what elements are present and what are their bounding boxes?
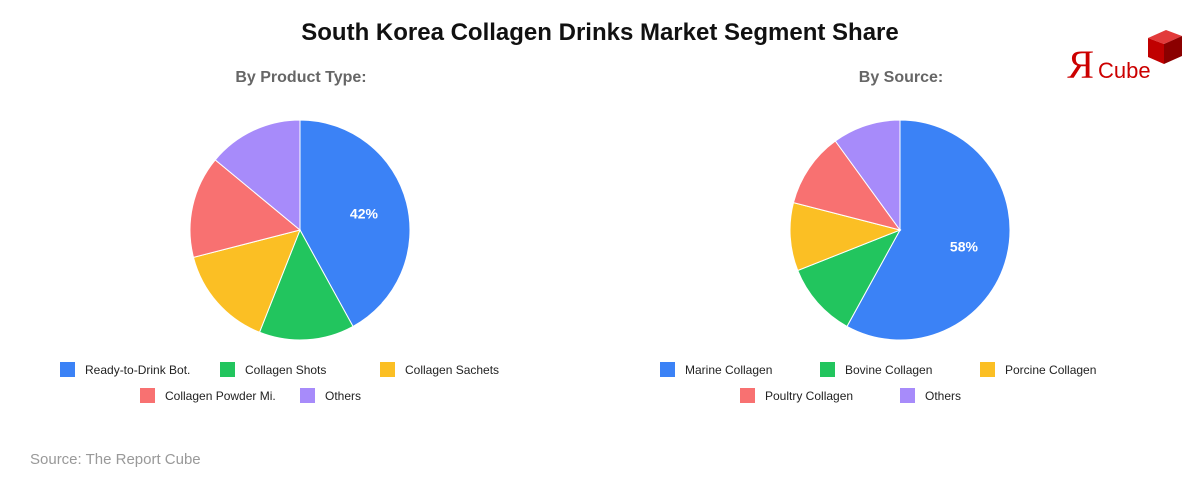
svg-text:R: R (1067, 42, 1094, 86)
legend-swatch (140, 388, 155, 403)
legend-item[interactable]: Others (900, 388, 961, 403)
legend-label: Others (325, 388, 362, 403)
source-note: Source: The Report Cube (30, 451, 201, 468)
legend-label: Poultry Collagen (765, 388, 854, 403)
rcube-logo: R Cube (1062, 26, 1187, 87)
pie-slice-collagen-powder-mi- (189, 159, 302, 258)
legend-swatch (660, 362, 675, 377)
legend-label: Bovine Collagen (845, 362, 933, 377)
legend-label: Collagen Shots (245, 362, 327, 377)
pie-title-source: By Source: (858, 69, 944, 86)
legend-item[interactable]: Bovine Collagen (820, 362, 932, 377)
pie-slice-collagen-sachets (192, 229, 301, 333)
legend-item[interactable]: Collagen Shots (220, 362, 326, 377)
legend-swatch (900, 388, 915, 403)
pie-slice-poultry-collagen (792, 140, 902, 231)
legend-swatch (380, 362, 395, 377)
legend-label: Porcine Collagen (1005, 362, 1097, 377)
svg-text:Cube: Cube (1098, 58, 1151, 83)
data-label: 42% (350, 206, 379, 222)
pie-slice-collagen-shots (258, 228, 354, 341)
legend-item[interactable]: Marine Collagen (660, 362, 772, 377)
legend-swatch (980, 362, 995, 377)
legend-item[interactable]: Ready-to-Drink Bot. (60, 362, 190, 377)
data-label: 58% (950, 238, 979, 254)
legend-item[interactable]: Porcine Collagen (980, 362, 1096, 377)
legend-item[interactable]: Collagen Sachets (380, 362, 499, 377)
legend-label: Collagen Powder Mi. (165, 388, 276, 403)
legend-label: Ready-to-Drink Bot. (85, 362, 191, 377)
legend-label: Marine Collagen (685, 362, 773, 377)
legend-item[interactable]: Collagen Powder Mi. (140, 388, 276, 403)
pie-title-product-type: By Product Type: (235, 69, 367, 86)
pie-slice-others (214, 119, 301, 232)
legend-swatch (220, 362, 235, 377)
legend-label: Others (925, 388, 962, 403)
pie-slice-marine-collagen (846, 119, 1011, 341)
pie-slice-bovine-collagen (797, 229, 902, 328)
pie-slice-others (834, 119, 901, 232)
legend-swatch (820, 362, 835, 377)
legend-swatch (300, 388, 315, 403)
legend-swatch (740, 388, 755, 403)
legend-item[interactable]: Others (300, 388, 361, 403)
legend-swatch (60, 362, 75, 377)
pie-slice-ready-to-drink-bot- (299, 119, 411, 328)
chart-title: South Korea Collagen Drinks Market Segme… (301, 19, 899, 46)
legend-item[interactable]: Poultry Collagen (740, 388, 853, 403)
legend-label: Collagen Sachets (405, 362, 500, 377)
